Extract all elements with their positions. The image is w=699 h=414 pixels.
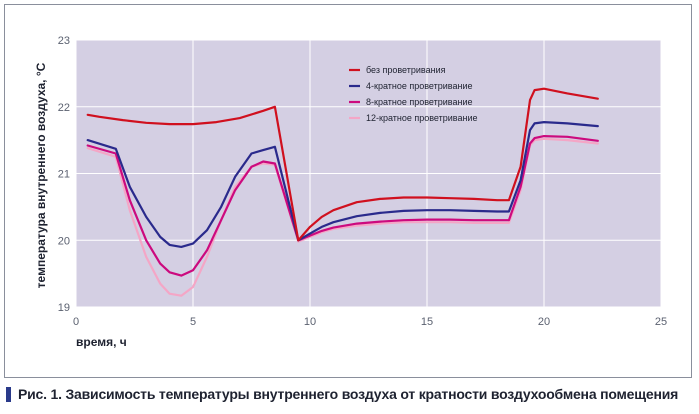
y-tick-label: 21 bbox=[58, 169, 70, 181]
y-tick-label: 23 bbox=[58, 35, 70, 47]
legend-label: 8-кратное проветривание bbox=[366, 97, 472, 107]
series-lines bbox=[86, 87, 599, 297]
x-tick-label: 5 bbox=[190, 316, 196, 328]
series-line-3 bbox=[86, 135, 599, 277]
y-tick-label: 19 bbox=[58, 302, 70, 314]
y-tick-label: 22 bbox=[58, 102, 70, 114]
x-axis-title: время, ч bbox=[76, 335, 127, 349]
legend-label: 4-кратное проветривание bbox=[366, 81, 472, 91]
x-tick-label: 20 bbox=[538, 316, 550, 328]
y-tick-label: 20 bbox=[58, 235, 70, 247]
legend: без проветривания 4-кратное проветривание… bbox=[349, 65, 477, 123]
series-line-1 bbox=[86, 87, 599, 242]
x-tick-label: 15 bbox=[421, 316, 433, 328]
legend-label: 12-кратное проветривание bbox=[366, 113, 477, 123]
grid-lines bbox=[75, 39, 662, 308]
caption-text: Рис. 1. Зависимость температуры внутренн… bbox=[18, 386, 679, 402]
figure-caption: Рис. 1. Зависимость температуры внутренн… bbox=[6, 384, 678, 404]
x-tick-label: 10 bbox=[304, 316, 316, 328]
tick-labels: 0 5 10 15 20 25 19 20 21 22 23 bbox=[58, 35, 667, 328]
caption-marker bbox=[6, 386, 11, 402]
series-line-2 bbox=[86, 120, 599, 248]
temperature-chart: 0 5 10 15 20 25 19 20 21 22 23 температура внутрен… bbox=[34, 35, 667, 349]
y-axis-title: температура внутреннего воздуха, °С bbox=[34, 62, 48, 288]
x-tick-label: 0 bbox=[73, 316, 79, 328]
legend-label: без проветривания bbox=[366, 65, 446, 75]
x-tick-label: 25 bbox=[655, 316, 667, 328]
